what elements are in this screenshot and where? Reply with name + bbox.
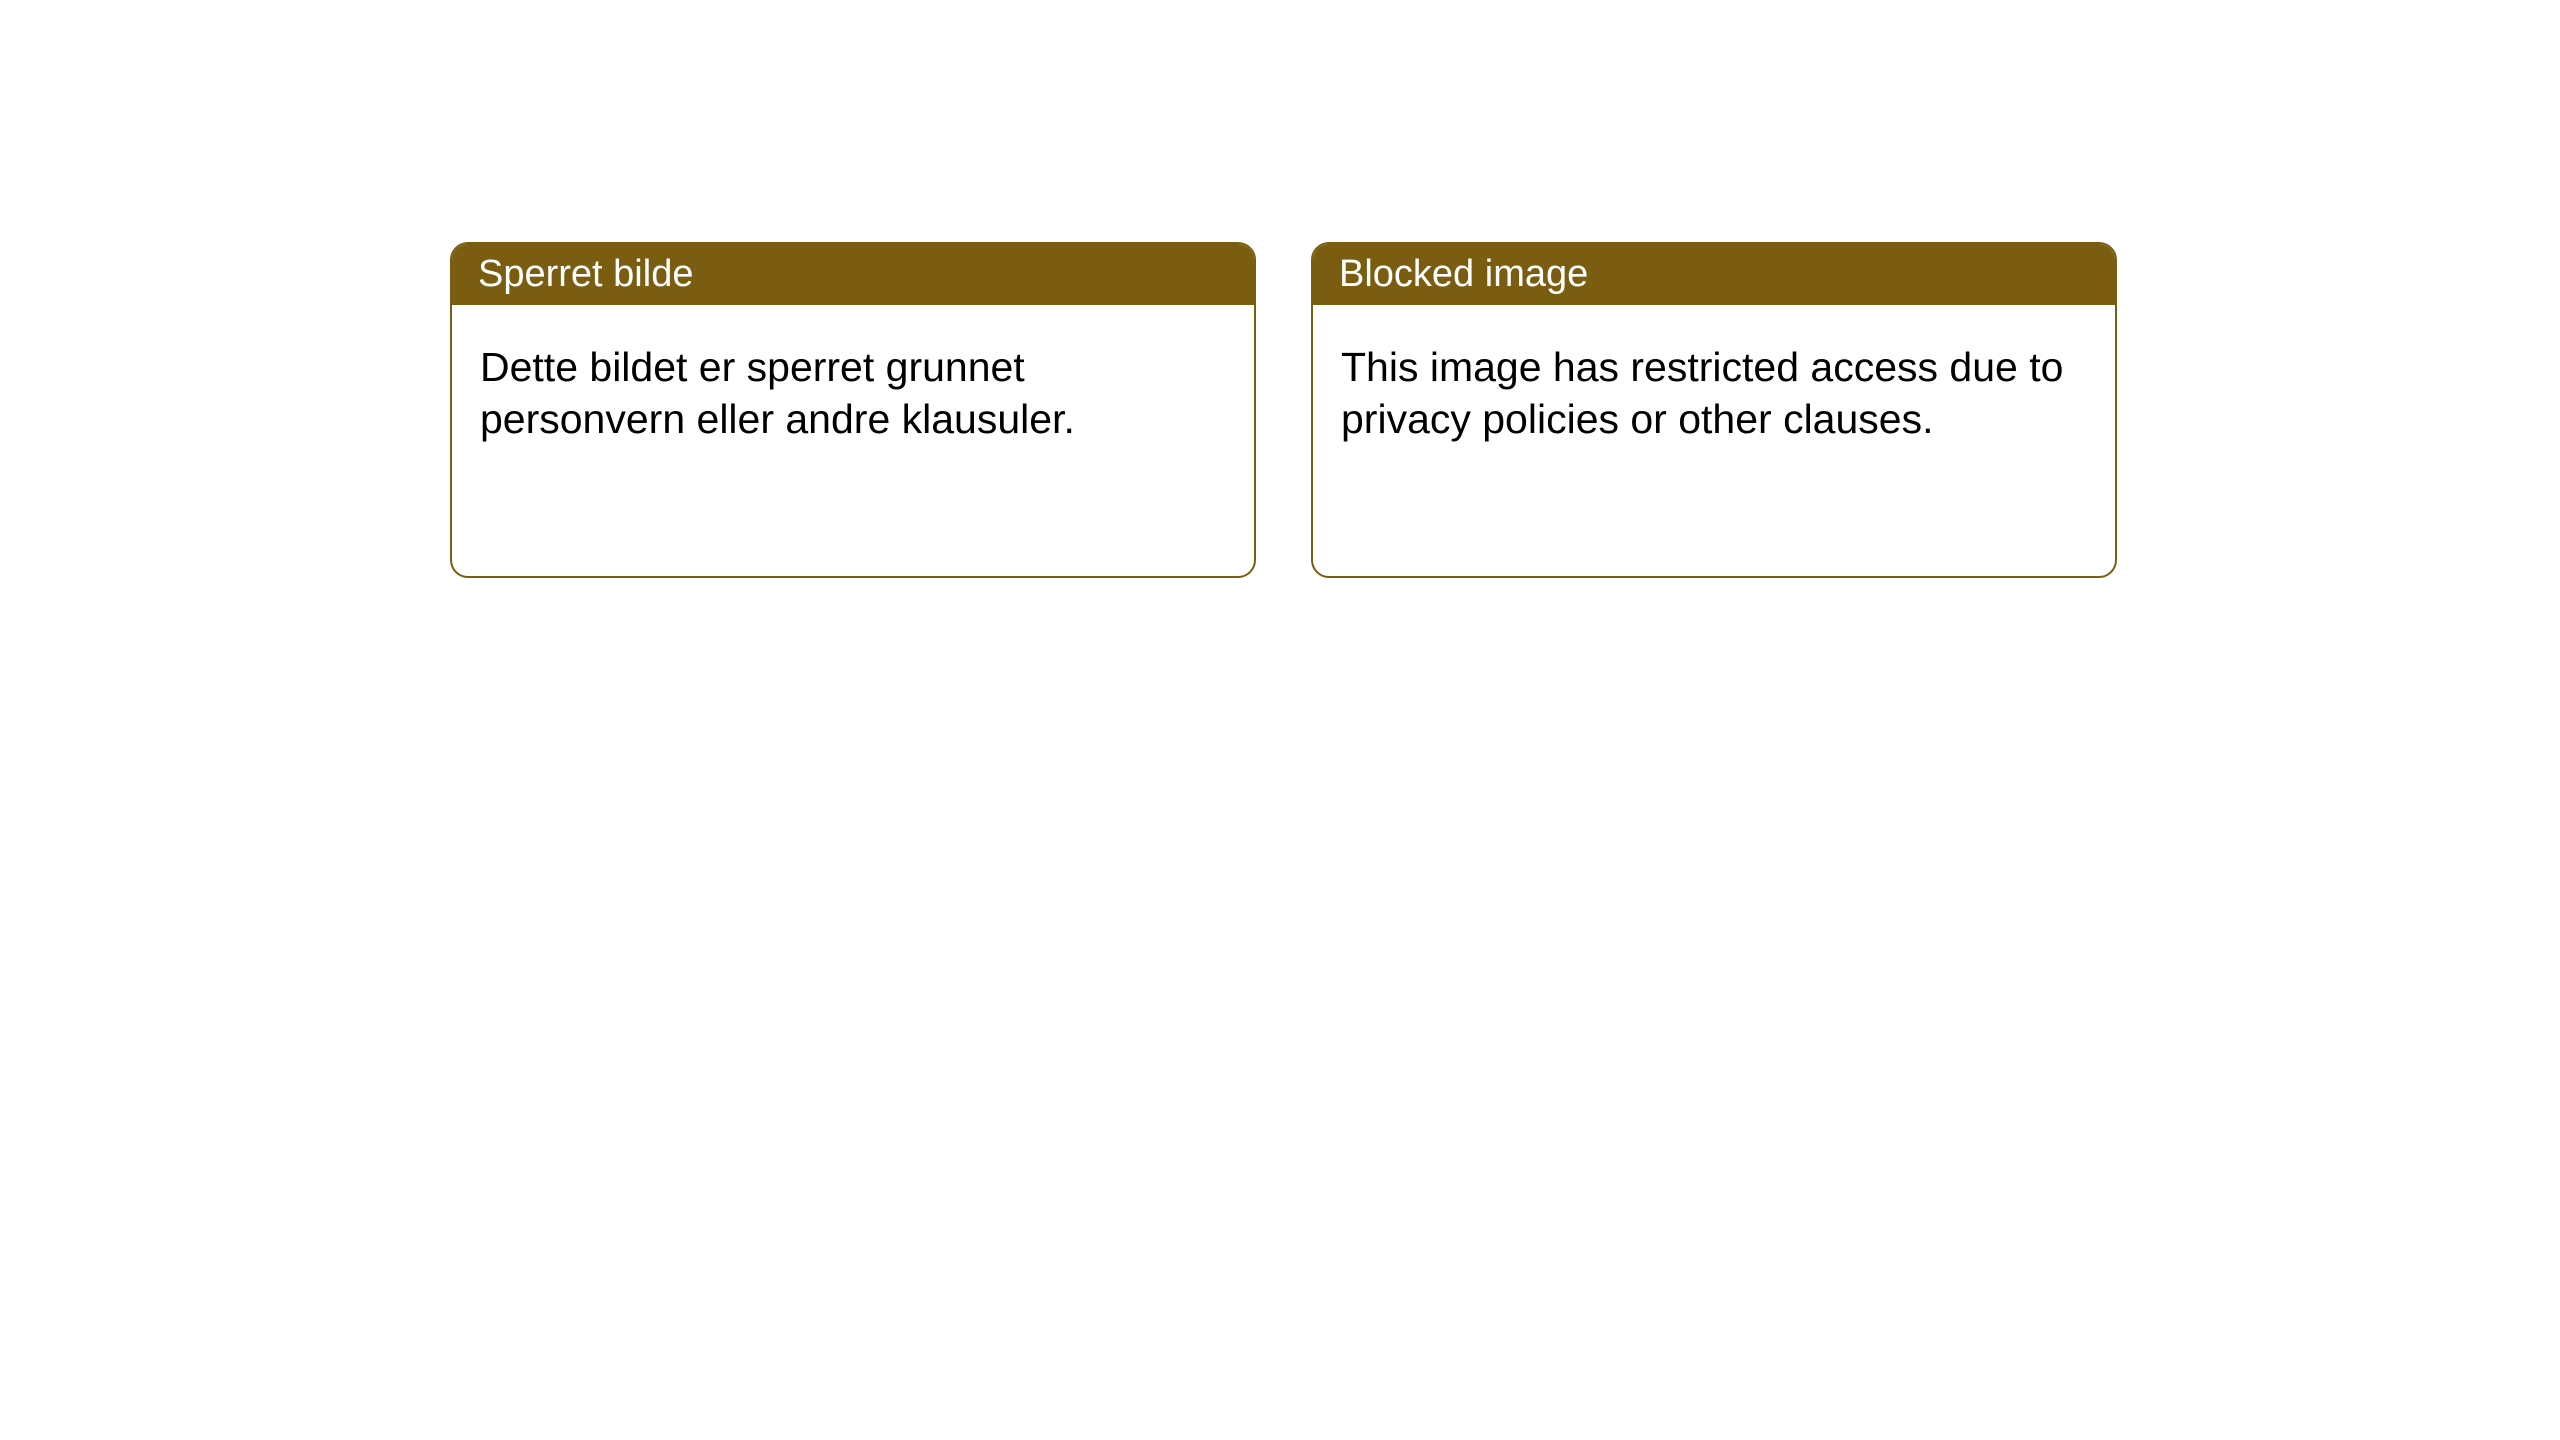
card-header: Sperret bilde [452,244,1254,305]
blocked-image-card-en: Blocked image This image has restricted … [1311,242,2117,578]
card-title: Blocked image [1339,253,1588,295]
card-body-text: This image has restricted access due to … [1341,344,2063,442]
card-header: Blocked image [1313,244,2115,305]
card-body-text: Dette bildet er sperret grunnet personve… [480,344,1075,442]
card-body: Dette bildet er sperret grunnet personve… [452,305,1254,482]
card-title: Sperret bilde [478,253,693,295]
blocked-image-cards: Sperret bilde Dette bildet er sperret gr… [450,242,2560,578]
card-body: This image has restricted access due to … [1313,305,2115,482]
blocked-image-card-no: Sperret bilde Dette bildet er sperret gr… [450,242,1256,578]
